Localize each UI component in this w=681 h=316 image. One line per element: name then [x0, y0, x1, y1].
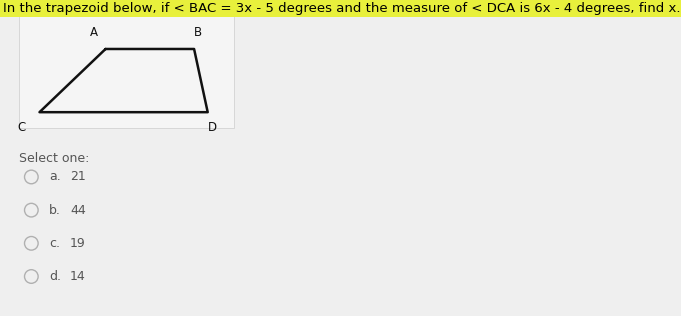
Text: 14: 14: [70, 270, 86, 283]
Text: d.: d.: [49, 270, 61, 283]
Text: a.: a.: [49, 170, 61, 184]
Text: B: B: [193, 27, 202, 40]
Text: c.: c.: [49, 237, 60, 250]
Text: 19: 19: [70, 237, 86, 250]
Text: C: C: [18, 121, 26, 134]
Text: In the trapezoid below, if < BAC = 3x - 5 degrees and the measure of < DCA is 6x: In the trapezoid below, if < BAC = 3x - …: [3, 2, 680, 15]
Text: D: D: [208, 121, 217, 134]
Text: b.: b.: [49, 204, 61, 217]
Text: 44: 44: [70, 204, 86, 217]
FancyBboxPatch shape: [19, 14, 234, 128]
Text: Select one:: Select one:: [19, 152, 89, 165]
Text: 21: 21: [70, 170, 86, 184]
Text: A: A: [90, 27, 98, 40]
